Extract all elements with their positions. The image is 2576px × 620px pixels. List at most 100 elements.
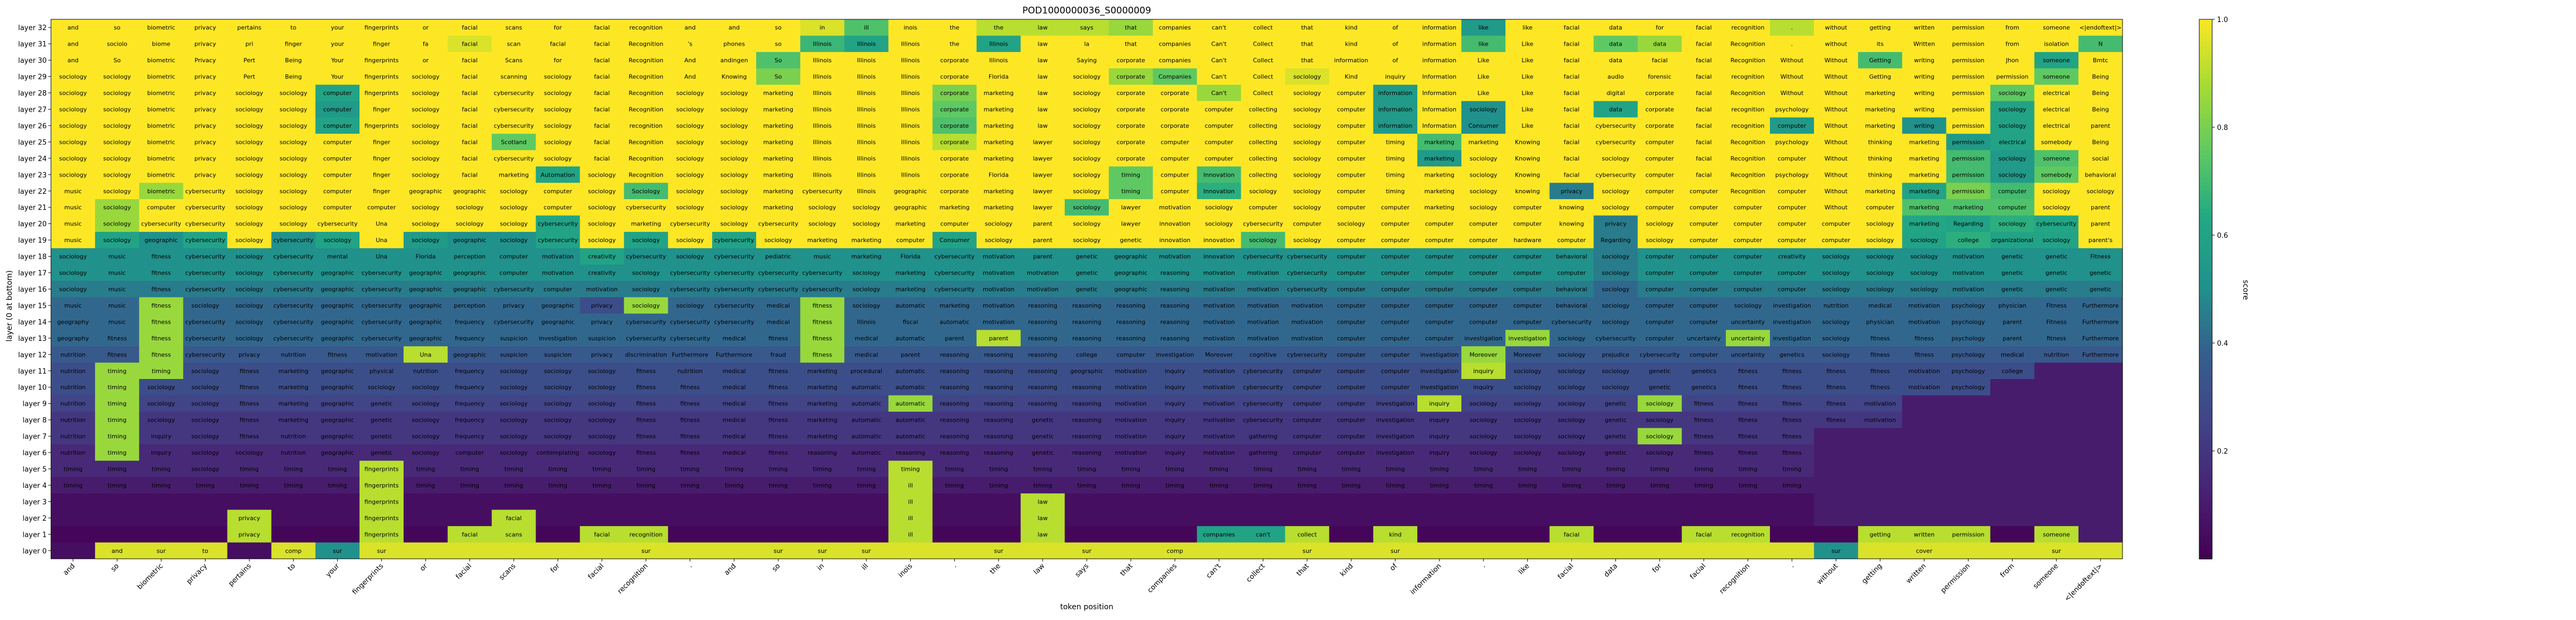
cell-label: reasoning [1072, 384, 1101, 391]
cell-label: timing [1474, 482, 1493, 489]
cell-label: writing [1914, 106, 1934, 113]
heatmap-cell [1725, 134, 1770, 151]
heatmap-cell [1461, 19, 1506, 36]
colorbar-segment [2199, 172, 2212, 178]
heatmap-cell [712, 35, 757, 53]
cell-label: facial [462, 106, 478, 113]
cell-label: facial [462, 531, 478, 538]
cell-label: music [108, 253, 126, 260]
heatmap-cell [1197, 166, 1241, 184]
heatmap-cell [580, 117, 625, 134]
heatmap-cell [1990, 461, 2035, 478]
cell-label: geographic [1114, 269, 1147, 276]
colorbar-segment [2199, 60, 2212, 65]
cell-label: timing [945, 466, 964, 473]
heatmap-cell [1681, 117, 1726, 134]
cell-label: sociology [500, 221, 528, 228]
heatmap-cell [315, 117, 360, 134]
cell-label: motivation [1027, 286, 1058, 293]
heatmap-cell [756, 68, 801, 85]
cell-label: timing [108, 433, 127, 440]
heatmap-cell [1153, 101, 1197, 118]
heatmap-cell [1946, 428, 1991, 445]
cell-label: genetic [1649, 368, 1671, 375]
heatmap-cell [227, 101, 272, 118]
cell-label: audio [1607, 74, 1624, 81]
heatmap-cell [51, 493, 96, 510]
heatmap-cell [1725, 509, 1770, 527]
colorbar-segment [2199, 509, 2212, 515]
cell-label: sociology [59, 253, 87, 260]
x-tick-label: information [1409, 562, 1443, 596]
cell-label: reasoning [984, 351, 1013, 358]
y-tick-label: layer 20 [18, 221, 47, 229]
heatmap-cell [1329, 35, 1374, 53]
cell-label: perception [454, 302, 486, 309]
heatmap-cell [1990, 428, 2035, 445]
cell-label: timing [1166, 466, 1184, 473]
cell-label: computer [367, 204, 396, 211]
cell-label: computer [1425, 237, 1454, 244]
colorbar-segment [2199, 419, 2212, 425]
cell-label: motivation [1203, 269, 1235, 276]
cell-label: Recognition [1731, 155, 1766, 162]
heatmap-cell [668, 166, 713, 184]
x-tick-label: for [549, 562, 562, 575]
heatmap-cell [1020, 35, 1065, 53]
cell-label: computer [1733, 286, 1762, 293]
heatmap-cell [1064, 35, 1109, 53]
cell-label: information [1422, 57, 1457, 64]
heatmap-cell [668, 526, 713, 543]
heatmap-cell [536, 134, 581, 151]
cell-label: marketing [1909, 204, 1939, 211]
cell-label: automatic [852, 384, 882, 391]
cell-label: timing [1430, 482, 1448, 489]
cell-label: sociology [103, 171, 131, 178]
cell-label: geographic [409, 318, 442, 325]
cell-label: marketing [1909, 221, 1939, 228]
cell-label: timing [636, 482, 655, 489]
cell-label: recognition [630, 24, 663, 31]
cell-label: corporate [940, 188, 969, 195]
heatmap-cell [1153, 117, 1197, 134]
x-tick-label: . [686, 562, 694, 570]
heatmap-cell [712, 101, 757, 118]
cell-label: Illinois [857, 41, 876, 48]
cell-label: computer [1557, 237, 1586, 244]
colorbar-segment [2199, 122, 2212, 128]
cell-label: reasoning [896, 449, 925, 456]
colorbar-segment [2199, 213, 2212, 218]
heatmap-cell [1417, 150, 1462, 167]
cell-label: cybersecurity [494, 318, 534, 325]
cell-label: facial [1696, 155, 1712, 162]
cell-label: facial [594, 74, 610, 81]
cell-label: Recognition [628, 171, 663, 178]
cell-label: parent [2003, 318, 2023, 325]
heatmap-cell [1153, 84, 1197, 101]
heatmap-cell [1329, 150, 1374, 167]
heatmap-cell [359, 19, 404, 36]
cell-label: fitness [1782, 449, 1802, 456]
cell-label: cybersecurity [185, 253, 225, 260]
cell-label: timing [196, 482, 215, 489]
cell-label: computer [1425, 318, 1454, 325]
cell-label: collecting [1249, 138, 1277, 145]
colorbar-segment [2199, 50, 2212, 56]
cell-label: Without [1825, 106, 1848, 113]
cell-label: lawyer [1033, 188, 1053, 195]
cell-label: sociology [1646, 221, 1674, 228]
cell-label: computer [1689, 318, 1718, 325]
cell-label: music [108, 302, 126, 309]
y-tick-label: layer 4 [23, 482, 47, 490]
cell-label: motivation [1908, 318, 1940, 325]
heatmap-cell [580, 166, 625, 184]
cell-label: motivation [1115, 368, 1147, 375]
cell-label: privacy [1605, 221, 1627, 228]
cell-label: Scotland [501, 138, 526, 145]
cell-label: collecting [1249, 106, 1277, 113]
heatmap-cell [712, 134, 757, 151]
cell-label: marketing [895, 269, 925, 276]
cell-label: facial [462, 24, 478, 31]
cell-label: computer [1645, 171, 1674, 178]
